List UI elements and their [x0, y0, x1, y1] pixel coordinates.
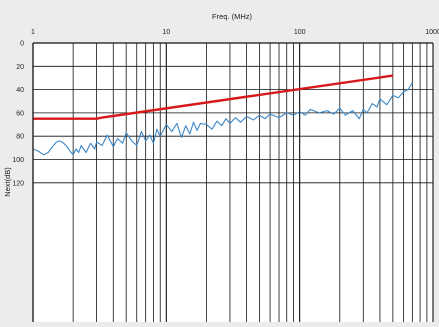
series-group	[32, 74, 413, 156]
tick-labels: 1 10 100 1000 0 20 40 60 80 100 120	[12, 29, 439, 187]
grid	[32, 43, 434, 322]
y-tick-label: 120	[12, 180, 24, 187]
x-tick-label: 1000	[425, 29, 439, 36]
y-tick-label: 20	[16, 64, 24, 71]
y-tick-label: 80	[16, 134, 24, 141]
y-tick-label: 100	[12, 157, 24, 164]
x-tick-label: 100	[294, 29, 306, 36]
y-tick-label: 0	[20, 41, 24, 48]
y-axis-label: Next(dB)	[3, 167, 12, 197]
series-line-measured	[32, 82, 413, 156]
x-axis-label: Freq. (MHz)	[212, 12, 253, 21]
x-tick-label: 1	[31, 29, 35, 36]
series-line-limit	[33, 74, 394, 120]
x-tick-label: 10	[162, 29, 170, 36]
y-tick-label: 60	[16, 110, 24, 117]
y-tick-label: 40	[16, 87, 24, 94]
